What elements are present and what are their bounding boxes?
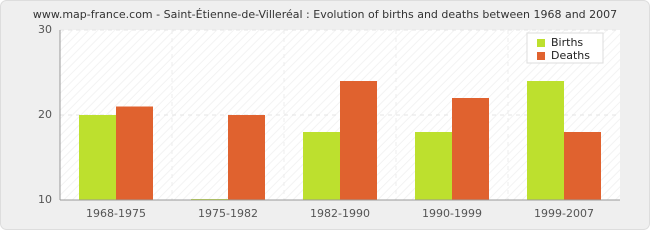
bar [116,106,153,200]
y-tick-label: 20 [38,108,52,121]
bar [79,115,116,200]
x-tick-label: 1982-1990 [310,207,370,220]
chart-title: www.map-france.com - Saint-Étienne-de-Vi… [33,8,617,21]
legend-label: Deaths [551,49,590,62]
bar [303,132,340,200]
bar [228,115,265,200]
bar [340,81,377,200]
x-tick-label: 1990-1999 [422,207,482,220]
bar [564,132,601,200]
y-tick-label: 10 [38,193,52,206]
bar [415,132,452,200]
legend-swatch [537,52,545,60]
chart: www.map-france.com - Saint-Étienne-de-Vi… [0,0,650,230]
x-tick-label: 1968-1975 [86,207,146,220]
bar [452,98,489,200]
bar [527,81,564,200]
legend-swatch [537,39,545,47]
y-tick-label: 30 [38,23,52,36]
x-tick-label: 1999-2007 [534,207,594,220]
legend-label: Births [551,36,583,49]
x-tick-label: 1975-1982 [198,207,258,220]
